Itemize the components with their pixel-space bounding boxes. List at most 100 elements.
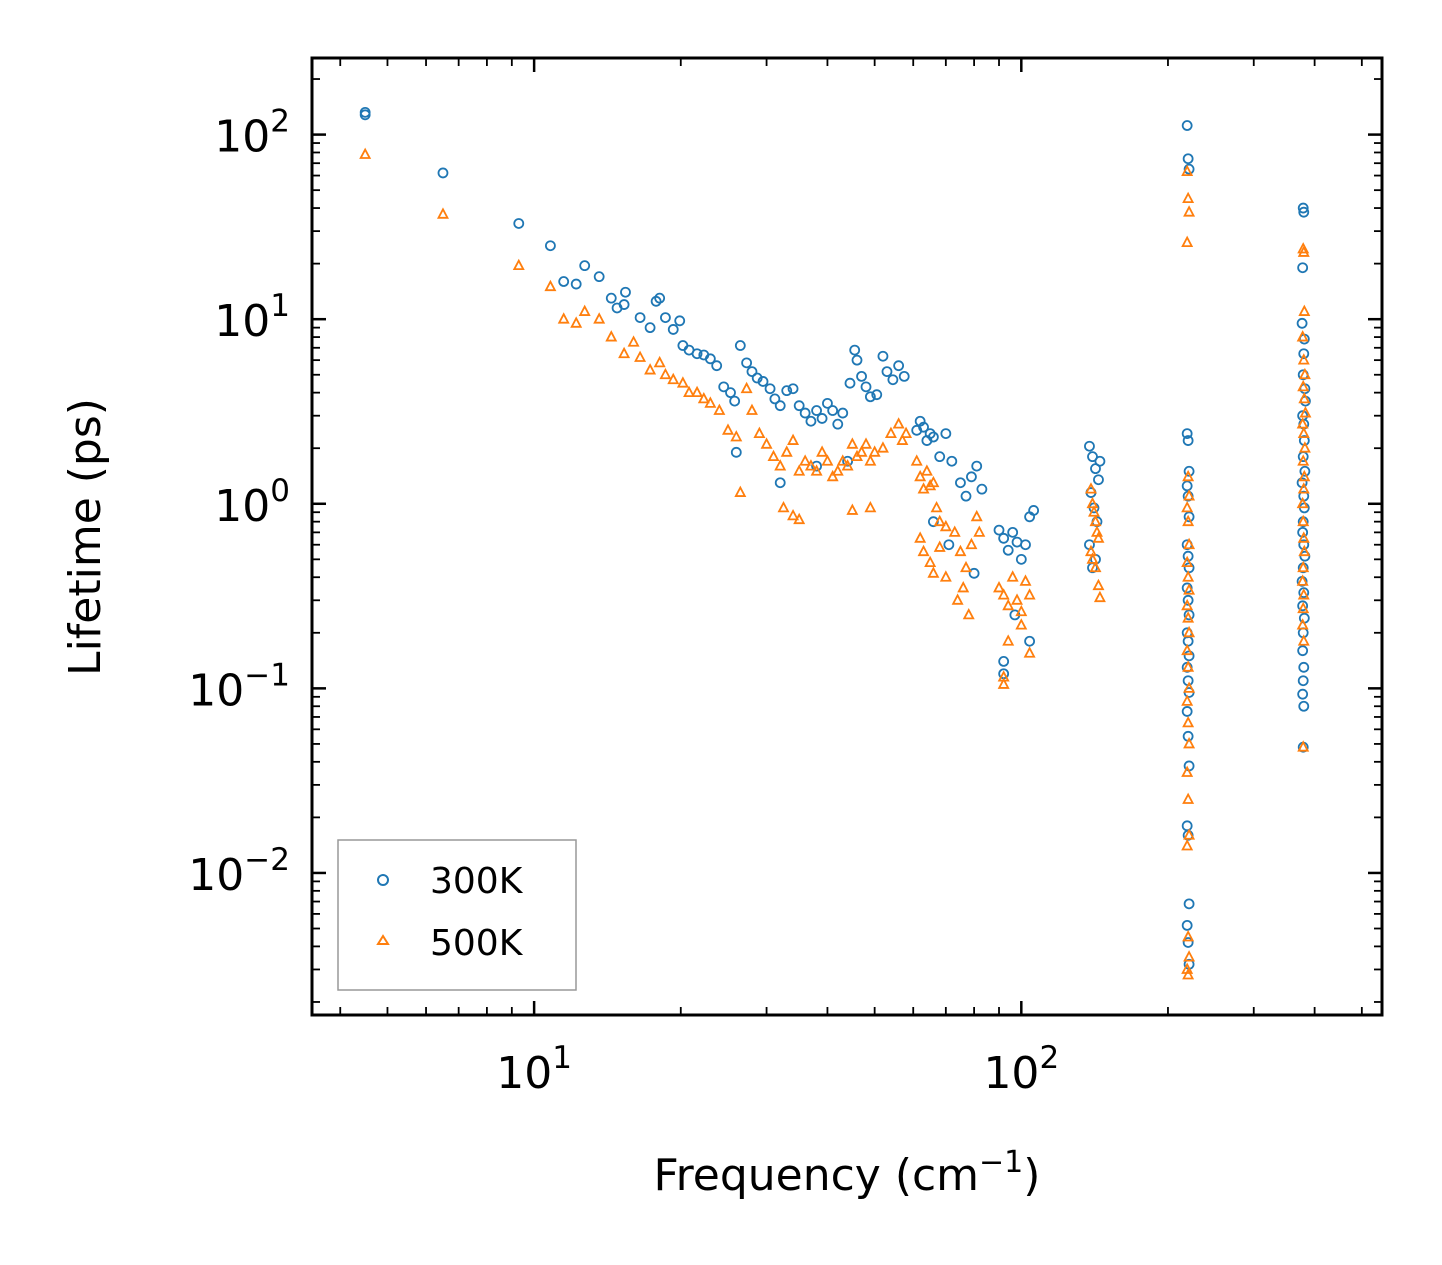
- point-300k: [711, 360, 723, 372]
- x-axis-title: Frequency (cm−1): [654, 1145, 1041, 1201]
- point-300k: [799, 407, 811, 419]
- point-300k: [998, 532, 1010, 544]
- point-300k: [1297, 202, 1309, 214]
- point-500k: [816, 445, 829, 457]
- x-tick-label: 102: [983, 1040, 1059, 1099]
- point-500k: [930, 500, 943, 513]
- point-500k: [1183, 537, 1196, 550]
- point-300k: [1181, 919, 1193, 931]
- point-300k: [998, 655, 1010, 667]
- point-300k: [1028, 505, 1040, 516]
- point-500k: [965, 537, 978, 550]
- point-500k: [1182, 792, 1195, 804]
- data-points: [359, 106, 1312, 980]
- point-500k: [1181, 598, 1194, 611]
- point-500k: [957, 581, 970, 593]
- point-500k: [924, 478, 937, 491]
- point-500k: [855, 445, 868, 457]
- point-300k: [924, 428, 936, 439]
- point-500k: [793, 464, 806, 476]
- point-500k: [910, 454, 923, 466]
- point-500k: [1006, 570, 1019, 582]
- point-500k: [1183, 737, 1196, 749]
- y-tick-label: 10−1: [188, 657, 290, 716]
- point-500k: [1011, 593, 1024, 605]
- point-300k: [605, 292, 617, 304]
- point-300k: [741, 357, 753, 369]
- point-500k: [1089, 514, 1102, 527]
- point-500k: [960, 560, 973, 573]
- point-300k: [811, 460, 822, 472]
- point-500k: [1297, 245, 1310, 257]
- point-500k: [644, 363, 657, 375]
- point-300k: [734, 340, 746, 351]
- point-500k: [1298, 367, 1311, 380]
- point-500k: [1183, 583, 1196, 595]
- point-500k: [1297, 514, 1310, 527]
- point-300k: [704, 353, 716, 365]
- point-500k: [1182, 611, 1195, 623]
- point-500k: [1296, 417, 1309, 429]
- point-500k: [787, 508, 800, 521]
- point-500k: [993, 581, 1006, 593]
- point-300k: [1084, 440, 1095, 452]
- point-500k: [997, 588, 1010, 600]
- point-500k: [1182, 191, 1195, 204]
- point-500k: [927, 475, 940, 488]
- point-300k: [793, 400, 805, 412]
- point-500k: [1181, 643, 1194, 656]
- point-500k: [1086, 552, 1099, 564]
- point-300k: [898, 370, 910, 382]
- point-500k: [1297, 482, 1310, 494]
- point-500k: [821, 454, 834, 466]
- point-300k: [1007, 526, 1019, 538]
- point-300k: [1297, 262, 1309, 274]
- point-500k: [951, 593, 964, 605]
- point-500k: [954, 544, 967, 557]
- point-500k: [997, 670, 1010, 682]
- point-300k: [1297, 645, 1309, 657]
- x-tick-label: 101: [496, 1040, 572, 1099]
- point-500k: [1296, 330, 1309, 342]
- point-300k: [1299, 465, 1311, 477]
- point-300k: [856, 370, 867, 382]
- point-500k: [777, 500, 790, 513]
- point-300k: [1015, 553, 1027, 565]
- point-500k: [1183, 489, 1196, 501]
- point-300k: [960, 490, 972, 502]
- point-300k: [774, 477, 786, 489]
- legend-label-300k: 300K: [430, 861, 524, 902]
- point-300k: [1094, 455, 1106, 467]
- point-500k: [860, 437, 873, 449]
- point-500k: [753, 426, 766, 438]
- point-500k: [557, 312, 570, 324]
- point-500k: [1297, 560, 1310, 573]
- point-300k: [881, 366, 893, 378]
- point-500k: [970, 509, 983, 522]
- point-500k: [1183, 828, 1196, 840]
- point-500k: [1084, 544, 1097, 557]
- point-500k: [939, 519, 952, 532]
- point-500k: [713, 403, 726, 415]
- point-300k: [746, 366, 758, 378]
- point-500k: [1297, 379, 1310, 392]
- point-300k: [725, 387, 736, 399]
- point-500k: [734, 485, 747, 497]
- point-500k: [1182, 514, 1195, 527]
- point-500k: [1088, 505, 1100, 517]
- point-500k: [1298, 391, 1311, 404]
- point-500k: [1092, 578, 1105, 591]
- point-300k: [757, 376, 769, 387]
- point-500k: [618, 346, 631, 359]
- point-500k: [924, 555, 937, 568]
- point-300k: [877, 350, 889, 362]
- tick-labels: 101 102 102 101 100 10−1 10−2: [188, 104, 1059, 1099]
- point-500k: [570, 316, 583, 328]
- point-500k: [544, 279, 557, 292]
- point-300k: [968, 567, 980, 579]
- point-300k: [729, 395, 741, 407]
- point-500k: [721, 423, 734, 435]
- point-500k: [1298, 469, 1311, 482]
- y-tick-label: 100: [214, 473, 290, 532]
